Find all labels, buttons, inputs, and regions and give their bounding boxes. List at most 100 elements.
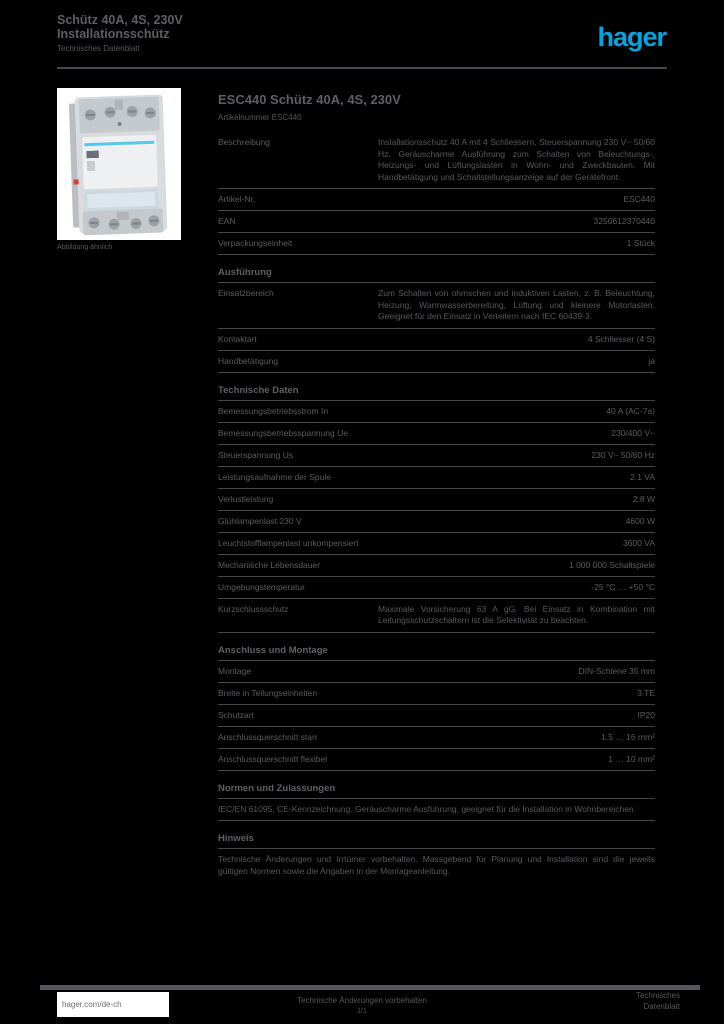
spec-paragraph: Zum Schalten von ohmschen und induktiven… [378, 288, 655, 321]
spec-label: Anschlussquerschnitt starr [218, 731, 318, 742]
spec-label: Verpackungseinheit [218, 238, 293, 248]
section-heading: Ausführung [218, 255, 655, 283]
spec-label: Bemessungsbetriebsstrom In [218, 405, 329, 416]
section-heading: Anschluss und Montage [218, 633, 655, 661]
spec-row: Breite in Teilungseinheiten 3 TE [218, 683, 655, 705]
header-divider [57, 67, 667, 69]
spec-section: Normen und Zulassungen IEC/EN 61095, CE-K… [218, 771, 655, 821]
spec-paragraph: Installationsschütz 40 A mit 4 Schliesse… [378, 137, 655, 182]
spec-row: Bemessungsbetriebsstrom In 40 A (AC-7a) [218, 401, 655, 423]
spec-row: Kontaktart 4 Schliesser (4 S) [218, 329, 655, 351]
spec-value: IP20 [637, 709, 656, 720]
photo-caption: Abbildung ähnlich [57, 244, 113, 251]
spec-label: Einsatzbereich [218, 288, 274, 298]
spec-paragraph: Maximale Vorsicherung 63 A gG. Bei Einsa… [378, 603, 655, 626]
spec-value: 3600 VA [623, 537, 655, 548]
spec-row: Steuerspannung Us 230 V~ 50/60 Hz [218, 445, 655, 467]
product-title: ESC440 Schütz 40A, 4S, 230V [218, 92, 401, 107]
spec-label: Breite in Teilungseinheiten [218, 687, 318, 698]
spec-row: Leistungsaufnahme der Spule 2.1 VA [218, 467, 655, 489]
footer-right: Technisches Datenblatt [636, 990, 680, 1012]
spec-row: Beschreibung Installationsschütz 40 A mit… [218, 132, 655, 189]
spec-label: Anschlussquerschnitt flexibel [218, 753, 328, 764]
footer-link-box[interactable]: hager.com/de-ch [57, 992, 169, 1017]
spec-row: Bemessungsbetriebsspannung Ue 230/400 V~ [218, 423, 655, 445]
spec-section: Ausführung Einsatzbereich Zum Schalten von… [218, 255, 655, 373]
section-heading: Normen und Zulassungen [218, 771, 655, 799]
section-heading: Technische Daten [218, 373, 655, 401]
spec-row: Kurzschlussschutz Maximale Vorsicherung 6… [218, 599, 655, 633]
spec-label: Mechanische Lebensdauer [218, 559, 321, 570]
spec-section: Beschreibung Installationsschütz 40 A mit… [218, 132, 655, 189]
spec-value: 2.8 W [632, 493, 655, 504]
spec-label: Steuerspannung Us [218, 449, 294, 460]
spec-label: Handbetätigung [218, 355, 279, 366]
header-title-line1: Schütz 40A, 4S, 230V [57, 13, 183, 27]
spec-paragraph: Technische Änderungen und Irrtümer vorbe… [218, 854, 655, 876]
spec-value: 1 Stück [626, 238, 655, 248]
spec-row: Umgebungstemperatur -25 °C … +50 °C [218, 577, 655, 599]
spec-value: 230 V~ 50/60 Hz [591, 449, 655, 460]
spec-label: Kurzschlussschutz [218, 603, 289, 614]
footer-center: Technische Änderungen vorbehalten 1/1 [0, 996, 724, 1015]
spec-section: Anschluss und Montage Montage DIN-Schiene … [218, 633, 655, 771]
spec-row: Schutzart IP20 [218, 705, 655, 727]
spec-label: Bemessungsbetriebsspannung Ue [218, 427, 348, 438]
header-subtitle: Technisches Datenblatt [57, 44, 140, 53]
footer-right-line1: Technisches [635, 991, 680, 1000]
spec-label: Artikel-Nr. [218, 194, 256, 204]
spec-value: 2.1 VA [630, 471, 655, 482]
spec-value: 230/400 V~ [611, 427, 655, 438]
spec-value: 40 A (AC-7a) [606, 405, 655, 416]
product-subtitle: Artikelnummer ESC440 [218, 113, 302, 122]
spec-label: Umgebungstemperatur [218, 581, 305, 592]
spec-label: Montage [218, 665, 252, 676]
spec-row: Mechanische Lebensdauer 1 000 000 Schalts… [218, 555, 655, 577]
spec-sections: Beschreibung Installationsschütz 40 A mit… [218, 132, 655, 882]
spec-section: Technische Daten Bemessungsbetriebsstrom … [218, 373, 655, 633]
spec-label: Glühlampenlast 230 V [218, 515, 302, 526]
spec-value: 1.5 … 16 mm² [601, 731, 655, 742]
spec-label: EAN [218, 216, 236, 226]
spec-value: DIN-Schiene 35 mm [578, 665, 655, 676]
footer-link[interactable]: hager.com/de-ch [62, 1000, 122, 1009]
spec-value: 3 TE [637, 687, 655, 698]
spec-row: Verpackungseinheit 1 Stück [218, 233, 655, 255]
section-heading: Hinweis [218, 821, 655, 849]
spec-row: Technische Änderungen und Irrtümer vorbe… [218, 849, 655, 882]
spec-value: 1 … 10 mm² [608, 753, 655, 764]
spec-row: Anschlussquerschnitt starr 1.5 … 16 mm² [218, 727, 655, 749]
footer-notice: Technische Änderungen vorbehalten [297, 996, 427, 1005]
spec-section: Artikel-Nr. ESC440 EAN 3250612370440 Verpack… [218, 189, 655, 255]
spec-section: Hinweis Technische Änderungen und Irrtüme… [218, 821, 655, 882]
spec-value: 3250612370440 [593, 216, 655, 226]
spec-value: 1 000 000 Schaltspiele [568, 559, 655, 570]
spec-row: Glühlampenlast 230 V 4600 W [218, 511, 655, 533]
footer-divider [40, 985, 700, 990]
spec-label: Schutzart [218, 709, 254, 720]
spec-label: Leuchtstofflampenlast unkompensiert [218, 537, 359, 548]
content-column: ESC440 Schütz 40A, 4S, 230V Artikelnumme… [218, 92, 655, 882]
spec-label: Leistungsaufnahme der Spule [218, 471, 331, 482]
spec-row: Artikel-Nr. ESC440 [218, 189, 655, 211]
spec-value: 4 Schliesser (4 S) [587, 333, 655, 344]
contactor-illustration [57, 88, 181, 240]
spec-label: Verlustleistung [218, 493, 274, 504]
spec-label: Beschreibung [218, 137, 270, 147]
spec-row: IEC/EN 61095, CE-Kennzeichnung. Geräusch… [218, 799, 655, 821]
spec-value: 4600 W [625, 515, 655, 526]
spec-row: Anschlussquerschnitt flexibel 1 … 10 mm² [218, 749, 655, 771]
spec-paragraph: IEC/EN 61095, CE-Kennzeichnung. Geräusch… [218, 803, 637, 814]
spec-row: Verlustleistung 2.8 W [218, 489, 655, 511]
spec-value: ESC440 [623, 194, 655, 204]
spec-value: ja [648, 355, 655, 366]
spec-row: Einsatzbereich Zum Schalten von ohmschen … [218, 283, 655, 329]
footer-right-line2: Datenblatt [643, 1002, 680, 1011]
spec-label: Kontaktart [218, 333, 257, 344]
footer-page-number: 1/1 [357, 1008, 367, 1015]
spec-row: Handbetätigung ja [218, 351, 655, 373]
spec-value: -25 °C … +50 °C [591, 581, 655, 592]
spec-row: Leuchtstofflampenlast unkompensiert 3600 … [218, 533, 655, 555]
hager-logo: hager [597, 22, 667, 52]
